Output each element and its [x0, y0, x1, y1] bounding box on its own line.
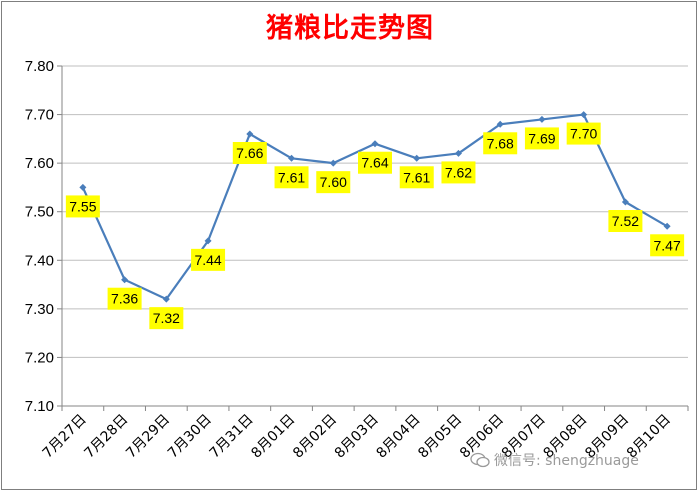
data-label-box: [274, 166, 309, 189]
data-label: 7.61: [403, 169, 430, 185]
data-label: 7.32: [153, 310, 180, 326]
y-tick-label: 7.50: [25, 204, 54, 221]
x-tick-label: 7月27日: [40, 412, 90, 462]
data-label-box: [650, 234, 685, 257]
x-tick-label: 8月05日: [415, 412, 465, 462]
data-point: [204, 237, 212, 245]
data-label: 7.44: [194, 252, 221, 268]
y-tick-label: 7.60: [25, 155, 54, 172]
x-tick-label: 7月29日: [123, 412, 173, 462]
y-tick-label: 7.70: [25, 107, 54, 124]
data-label: 7.36: [111, 291, 138, 307]
data-label-box: [483, 132, 518, 155]
x-tick-label: 8月03日: [332, 412, 382, 462]
x-tick-label: 7月28日: [81, 412, 131, 462]
data-point: [538, 115, 546, 123]
x-tick-label: 8月04日: [374, 412, 424, 462]
data-label-box: [358, 151, 392, 174]
data-label: 7.69: [528, 130, 555, 146]
data-point: [246, 130, 254, 138]
data-label-box: [65, 195, 100, 218]
data-label-box: [316, 171, 351, 194]
data-point: [162, 295, 170, 303]
data-label: 7.60: [320, 174, 347, 190]
x-tick-label: 8月02日: [290, 412, 340, 462]
data-label-box: [566, 122, 601, 145]
data-point: [663, 222, 671, 230]
data-label-box: [608, 210, 643, 232]
y-tick-label: 7.30: [25, 301, 54, 318]
data-label: 7.66: [236, 145, 263, 161]
data-point: [413, 154, 421, 162]
chart-title: 猪粮比走势图: [266, 13, 434, 44]
data-label: 7.62: [445, 164, 472, 180]
x-tick-label: 7月31日: [207, 412, 257, 462]
data-label-box: [232, 142, 267, 164]
data-point: [288, 154, 296, 162]
data-label-box: [441, 161, 476, 184]
x-tick-label: 7月30日: [165, 412, 215, 462]
data-point: [580, 111, 588, 119]
data-label-box: [399, 166, 434, 189]
data-label: 7.52: [612, 213, 639, 229]
data-point: [329, 159, 337, 167]
data-label-box: [524, 127, 559, 150]
data-label: 7.61: [278, 169, 305, 185]
data-label: 7.55: [69, 198, 96, 214]
watermark: 微信号: shengzhuage: [470, 450, 639, 470]
watermark-text: 微信号: shengzhuage: [494, 453, 639, 469]
y-tick-label: 7.40: [25, 252, 54, 269]
data-point: [371, 140, 379, 148]
data-label: 7.47: [654, 237, 681, 253]
data-label: 7.68: [487, 135, 514, 151]
data-label: 7.70: [570, 126, 597, 142]
data-point: [496, 120, 504, 128]
data-label-box: [107, 287, 142, 310]
data-label: 7.64: [361, 155, 388, 171]
data-point: [121, 276, 129, 284]
y-tick-label: 7.80: [25, 58, 54, 75]
data-label-box: [191, 248, 226, 271]
data-point: [621, 198, 629, 206]
y-tick-label: 7.10: [25, 398, 54, 415]
data-point: [454, 149, 462, 157]
y-tick-label: 7.20: [25, 349, 54, 366]
x-tick-label: 8月01日: [248, 412, 298, 462]
wechat-icon: [470, 452, 490, 468]
data-point: [79, 183, 87, 191]
data-label-box: [149, 307, 184, 330]
